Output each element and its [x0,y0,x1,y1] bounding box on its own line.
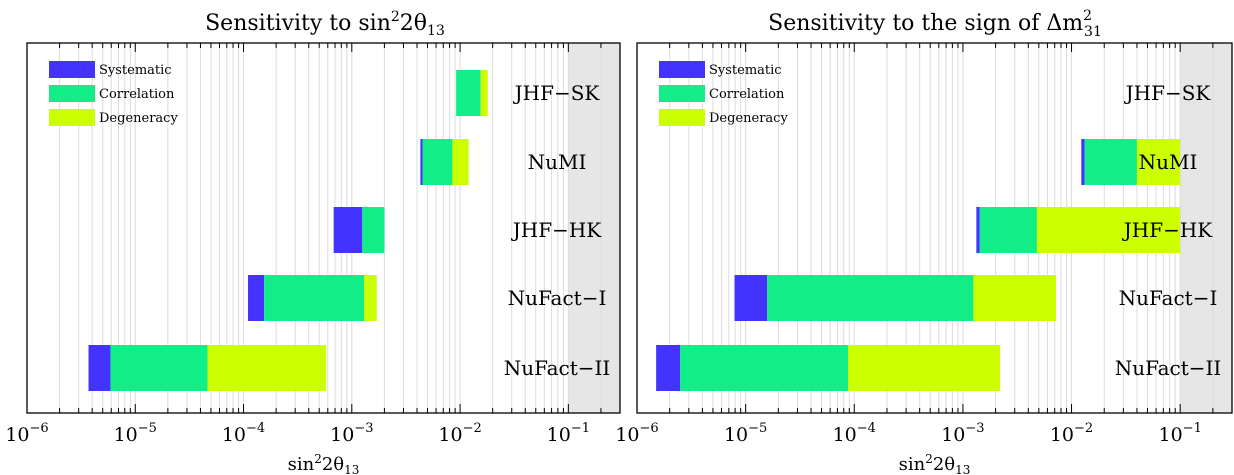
bar-systematic-1 [420,139,423,185]
category-label: JHF−HK [511,218,603,242]
tick-label: 10−6 [5,421,48,446]
bar-correlation-4 [680,345,849,391]
bar-systematic-4 [88,345,111,391]
chart-title: Sensitivity to sin22θ13 [205,9,445,39]
tick-label: 10−5 [114,421,157,446]
category-label: NuMI [528,150,587,174]
bar-systematic-2 [333,207,363,253]
plot-frame [26,42,621,414]
tick-label: 10−1 [1158,421,1201,446]
tick-label: 10−5 [724,421,767,446]
tick-label: 10−3 [941,421,984,446]
plot-frame [636,42,1233,414]
panel-2: JHF−SK NuMI JHF−HK NuFact−I NuFact−II Systema… [615,8,1233,475]
category-label: NuFact−I [508,286,607,310]
excluded-region [568,43,620,413]
tick-label: 10−4 [222,421,265,446]
legend-swatch [659,61,705,78]
legend: Systematic Correlation Degeneracy [659,61,788,126]
legend-label: Degeneracy [99,111,178,126]
bar-degeneracy-3 [973,275,1057,321]
bar-degeneracy-1 [452,139,469,185]
bar-correlation-2 [362,207,385,253]
category-label: NuMI [1139,150,1198,174]
tick-label: 10−2 [1050,421,1093,446]
bar-degeneracy-4 [207,345,327,391]
tick-label: 10−2 [438,421,481,446]
legend-swatch [49,61,95,78]
category-label: JHF−SK [513,81,601,105]
bar-degeneracy-3 [364,275,377,321]
category-label: JHF−SK [1124,81,1212,105]
x-axis-label: sin22θ13 [288,452,360,475]
bar-correlation-1 [1084,139,1137,185]
bar-systematic-4 [656,345,681,391]
legend-swatch [659,109,705,126]
category-label: NuFact−I [1119,286,1218,310]
bar-degeneracy-4 [848,345,1001,391]
legend-label: Systematic [709,63,782,78]
bar-systematic-3 [248,275,265,321]
category-label: NuFact−II [1115,356,1222,380]
bar-systematic-3 [734,275,768,321]
bar-degeneracy-2 [1036,207,1181,253]
tick-label: 10−3 [330,421,373,446]
bar-correlation-0 [456,70,481,116]
bar-correlation-3 [767,275,974,321]
legend-label: Correlation [709,87,785,102]
legend-swatch [49,109,95,126]
excluded-region [1180,43,1232,413]
tick-label: 10−6 [615,421,658,446]
legend-swatch [49,85,95,102]
bar-degeneracy-0 [480,70,488,116]
category-label: JHF−HK [1122,218,1214,242]
x-axis-label: sin22θ13 [899,452,971,475]
legend-label: Correlation [99,87,175,102]
tick-label: 10−1 [547,421,590,446]
bar-correlation-1 [422,139,453,185]
legend-label: Systematic [99,63,172,78]
bar-degeneracy-1 [1136,139,1181,185]
bar-correlation-4 [110,345,208,391]
category-label: NuFact−II [504,356,611,380]
legend-label: Degeneracy [709,111,788,126]
bar-systematic-1 [1081,139,1085,185]
bar-systematic-2 [976,207,980,253]
tick-label: 10−4 [833,421,876,446]
bar-correlation-2 [979,207,1037,253]
bar-correlation-3 [264,275,365,321]
chart-title: Sensitivity to the sign of Δm2 31 [768,8,1102,40]
legend: Systematic Correlation Degeneracy [49,61,178,126]
legend-swatch [659,85,705,102]
panel-1: JHF−SK NuMI JHF−HK NuFact−I NuFact−II Systema… [5,9,621,475]
